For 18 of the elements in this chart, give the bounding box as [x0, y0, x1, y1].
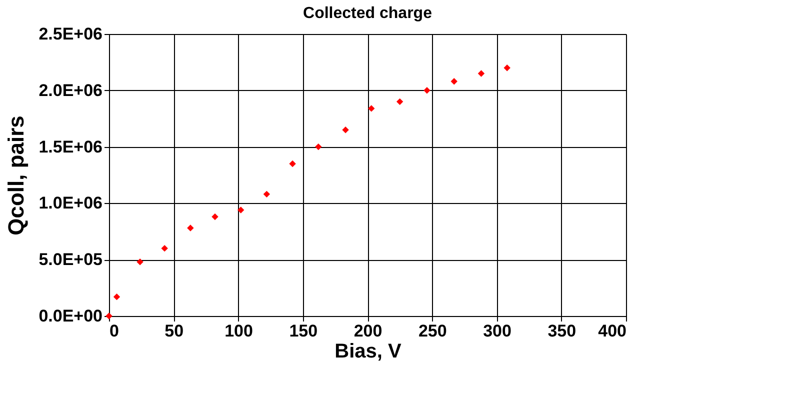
x-axis-title: Bias, V	[334, 340, 402, 362]
x-tick-label: 50	[164, 322, 184, 340]
y-tick-label: 0.0E+00	[38, 306, 102, 326]
x-tick-label: 250	[418, 322, 447, 340]
x-tick-label: 400	[598, 322, 626, 340]
x-tick-label: 350	[548, 322, 576, 340]
x-tick-label: 0	[110, 322, 119, 340]
y-tick-label: 1.0E+06	[38, 194, 102, 213]
x-tick-label: 300	[483, 322, 512, 340]
y-tick-label: 2.5E+06	[38, 24, 102, 44]
y-axis-title: Qcoll, pairs	[4, 116, 29, 236]
y-tick-label: 5.0E+05	[38, 250, 102, 270]
y-tick-label: 2.0E+06	[38, 80, 102, 100]
chart-title: Collected charge	[303, 5, 432, 22]
x-tick-label: 100	[224, 322, 253, 340]
y-tick-label: 1.5E+06	[38, 137, 102, 156]
x-tick-label: 150	[289, 322, 318, 340]
x-tick-label: 200	[354, 322, 382, 340]
